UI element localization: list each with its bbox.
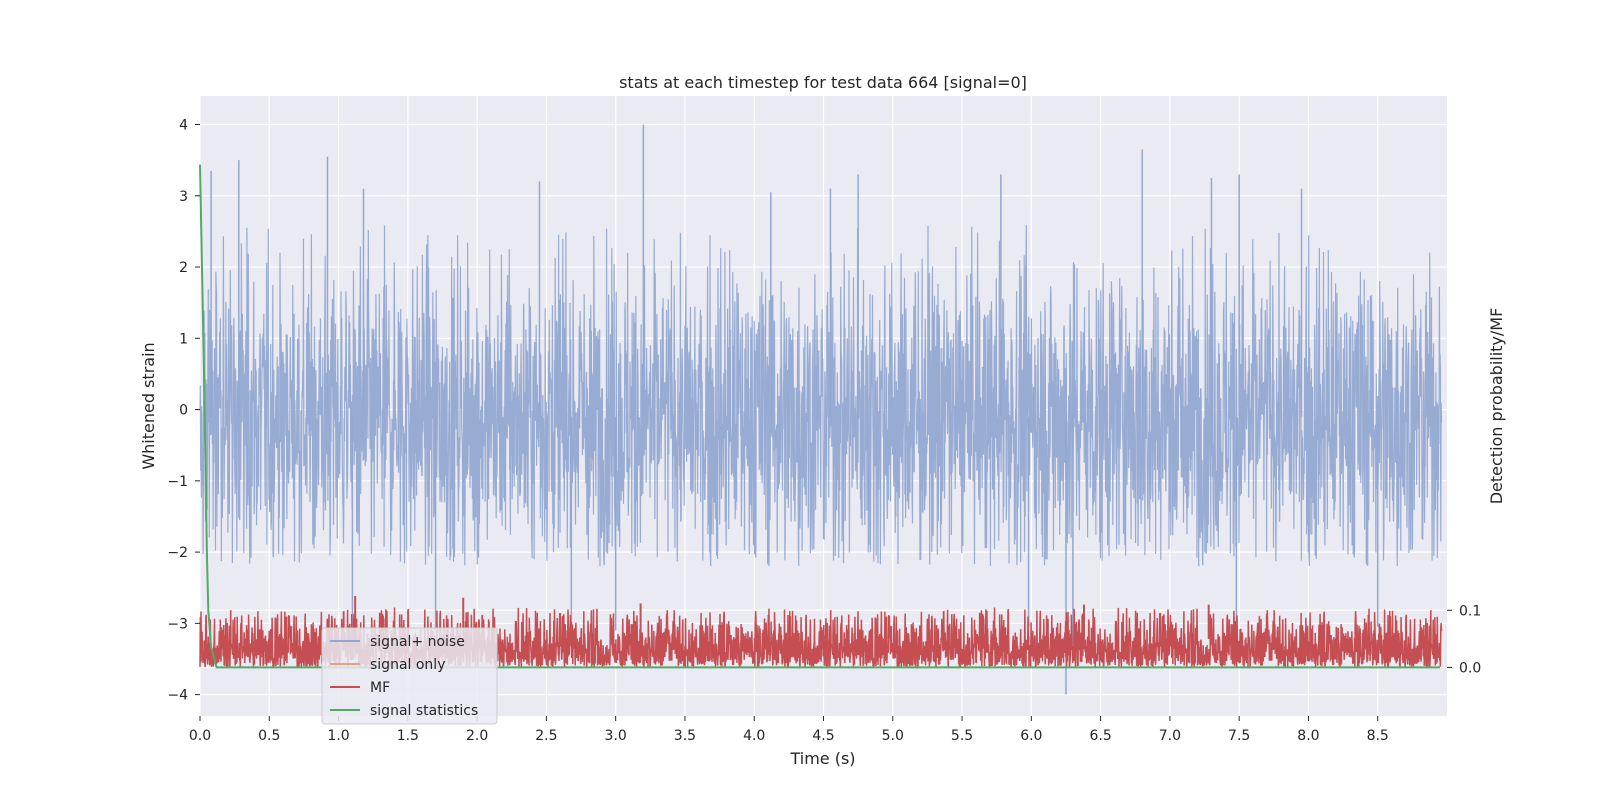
series-signal-statistics: [199, 164, 1441, 669]
x-tick-label: 2.5: [535, 728, 557, 744]
x-tick-label: 8.0: [1297, 728, 1319, 744]
x-tick-label: 8.5: [1367, 728, 1389, 744]
x-tick-label: 4.5: [812, 728, 834, 744]
y-tick-label: 3: [179, 189, 188, 205]
x-axis-title: Time (s): [789, 749, 855, 768]
x-tick-label: 6.0: [1020, 728, 1042, 744]
legend-label-mf: MF: [370, 680, 390, 696]
legend-label-signal-noise: signal+ noise: [370, 634, 465, 650]
x-tick-label: 6.5: [1089, 728, 1111, 744]
y-tick-label: −1: [167, 474, 188, 490]
x-tick-label: 2.0: [466, 728, 488, 744]
x-tick-label: 0.5: [258, 728, 280, 744]
legend-label-signal-only: signal only: [370, 657, 445, 673]
x-tick-label: 7.0: [1159, 728, 1181, 744]
legend-label-signal-statistics: signal statistics: [370, 703, 478, 719]
y-tick-label: −2: [167, 545, 188, 561]
y2-axis-ticks: 0.0 0.1: [1447, 603, 1481, 676]
x-tick-label: 3.5: [674, 728, 696, 744]
x-tick-label: 5.0: [882, 728, 904, 744]
legend: signal+ noise signal only MF signal stat…: [321, 627, 498, 725]
x-axis-ticks: 0.0 0.5 1.0 1.5 2.0 2.5 3.0 3.5 4.0 4.5 5.0 5.5 6.0 6…: [189, 716, 1389, 744]
chart-title: stats at each timestep for test data 664…: [619, 73, 1027, 92]
y-tick-label: 4: [179, 118, 188, 134]
y-tick-label: 1: [179, 331, 188, 347]
y2-tick-label: 0.1: [1459, 603, 1481, 619]
y2-tick-label: 0.0: [1459, 660, 1481, 676]
x-tick-label: 0.0: [189, 728, 211, 744]
legend-box: [321, 627, 498, 725]
y2-axis-title: Detection probability/MF: [1487, 308, 1506, 505]
x-tick-label: 5.5: [951, 728, 973, 744]
x-tick-label: 1.0: [327, 728, 349, 744]
y-tick-label: 2: [179, 260, 188, 276]
y-tick-label: −4: [167, 688, 188, 704]
y-tick-label: −3: [167, 616, 188, 632]
y-axis-title: Whitened strain: [139, 342, 158, 469]
x-tick-label: 3.0: [605, 728, 627, 744]
y-tick-label: 0: [179, 403, 188, 419]
series-signal-noise: [199, 224, 1443, 567]
x-tick-label: 1.5: [397, 728, 419, 744]
x-tick-label: 4.0: [743, 728, 765, 744]
y-axis-ticks: −4 −3 −2 −1 0 1 2 3 4: [167, 118, 200, 704]
x-tick-label: 7.5: [1228, 728, 1250, 744]
